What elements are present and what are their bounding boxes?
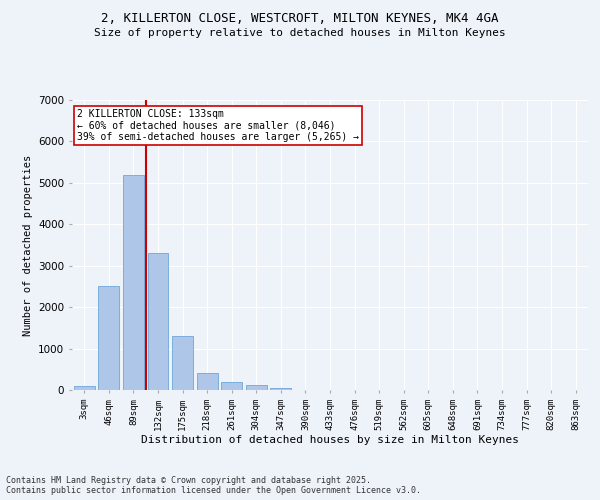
Bar [221, 382, 242, 390]
Text: 2, KILLERTON CLOSE, WESTCROFT, MILTON KEYNES, MK4 4GA: 2, KILLERTON CLOSE, WESTCROFT, MILTON KE… [101, 12, 499, 26]
Text: 2 KILLERTON CLOSE: 133sqm
← 60% of detached houses are smaller (8,046)
39% of se: 2 KILLERTON CLOSE: 133sqm ← 60% of detac… [77, 108, 359, 142]
Bar [172, 336, 193, 390]
Bar [197, 372, 218, 390]
Bar [74, 386, 95, 390]
Bar [98, 286, 119, 390]
Text: Size of property relative to detached houses in Milton Keynes: Size of property relative to detached ho… [94, 28, 506, 38]
Y-axis label: Number of detached properties: Number of detached properties [23, 154, 32, 336]
X-axis label: Distribution of detached houses by size in Milton Keynes: Distribution of detached houses by size … [141, 436, 519, 446]
Text: Contains HM Land Registry data © Crown copyright and database right 2025.
Contai: Contains HM Land Registry data © Crown c… [6, 476, 421, 495]
Bar [123, 174, 144, 390]
Bar [271, 388, 292, 390]
Bar [246, 384, 267, 390]
Bar [148, 254, 169, 390]
